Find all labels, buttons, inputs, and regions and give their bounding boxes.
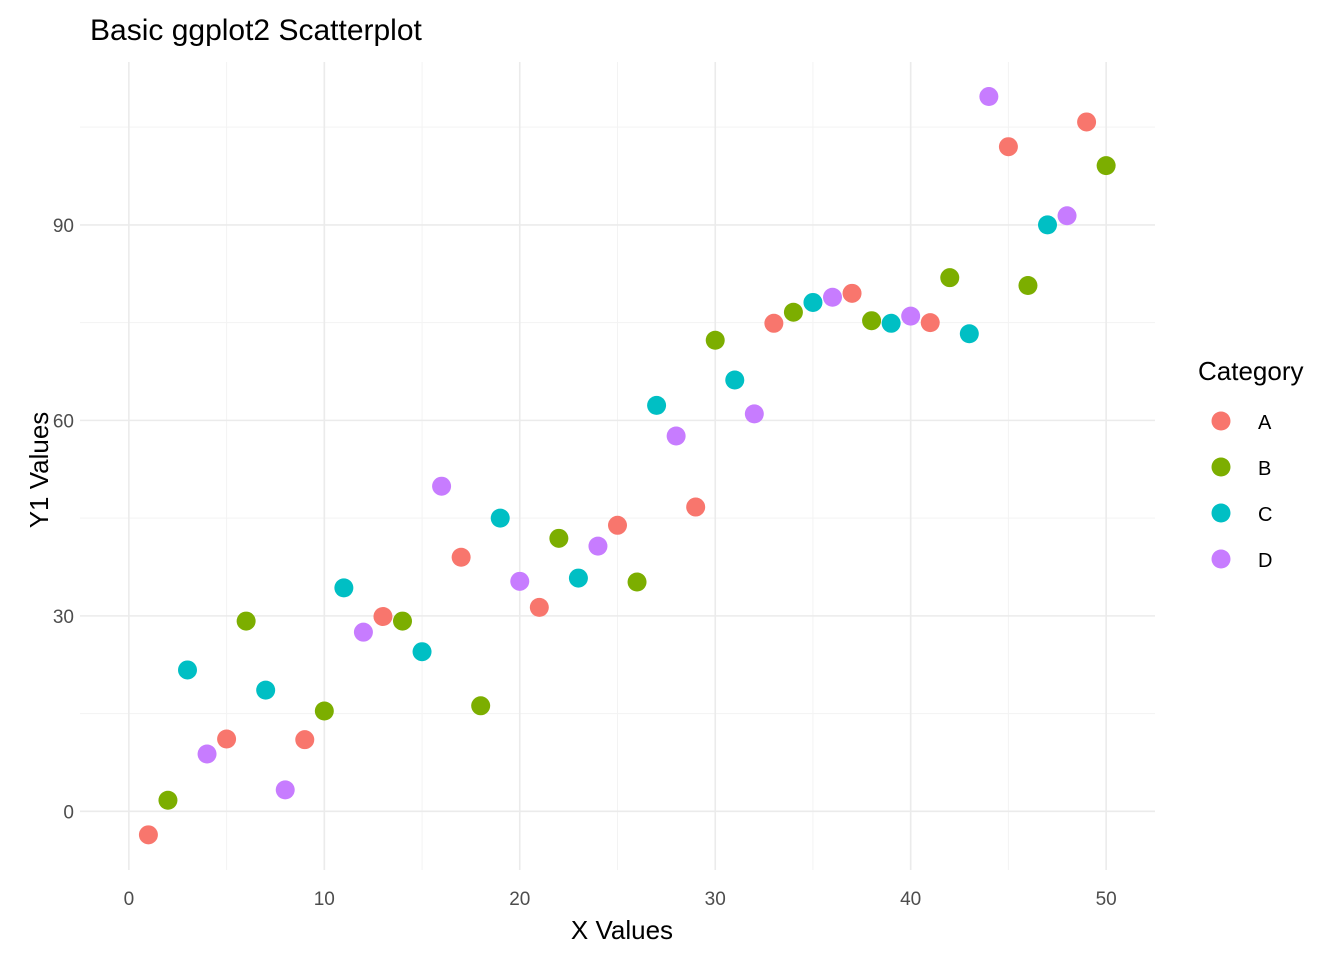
data-point-a: [764, 313, 784, 333]
data-point-a: [451, 547, 471, 567]
y-tick-label: 90: [53, 216, 74, 237]
data-point-c: [490, 508, 510, 528]
legend-label-a: A: [1258, 412, 1272, 434]
data-point-a: [138, 825, 158, 845]
data-point-d: [901, 306, 921, 326]
data-point-d: [197, 744, 217, 764]
data-point-d: [1057, 206, 1077, 226]
legend-title: Category: [1198, 356, 1304, 386]
data-point-b: [549, 528, 569, 548]
data-point-d: [275, 780, 295, 800]
chart-title: Basic ggplot2 Scatterplot: [90, 14, 423, 47]
legend-label-d: D: [1258, 550, 1272, 572]
legend: Category A B C D: [1198, 356, 1304, 572]
x-tick-label: 40: [900, 889, 921, 910]
x-tick-label: 50: [1096, 889, 1117, 910]
data-point-c: [412, 642, 432, 662]
y-axis-title: Y1 Values: [24, 412, 54, 529]
data-point-b: [236, 611, 256, 631]
data-point-c: [568, 568, 588, 588]
data-point-a: [842, 283, 862, 303]
data-point-c: [647, 395, 667, 415]
x-tick-label: 20: [509, 889, 530, 910]
x-tick-label: 0: [124, 889, 135, 910]
grid: [80, 62, 1155, 870]
data-point-d: [353, 622, 373, 642]
data-point-c: [959, 324, 979, 344]
y-axis-tick-labels: 0 30 60 90: [53, 216, 74, 823]
legend-key-d: [1211, 549, 1231, 569]
legend-key-c: [1211, 503, 1231, 523]
legend-label-b: B: [1258, 458, 1271, 480]
data-point-b: [940, 268, 960, 288]
data-point-c: [256, 680, 276, 700]
legend-key-a: [1211, 411, 1231, 431]
data-point-d: [432, 476, 452, 496]
data-point-c: [725, 370, 745, 390]
data-point-a: [608, 515, 627, 535]
x-tick-label: 10: [314, 889, 335, 910]
data-point-b: [1018, 276, 1038, 296]
data-point-a: [920, 313, 940, 333]
data-point-d: [510, 571, 530, 591]
x-tick-label: 30: [705, 889, 726, 910]
data-point-b: [705, 330, 725, 350]
data-point-a: [529, 597, 549, 617]
data-point-c: [881, 313, 901, 333]
data-point-d: [588, 536, 608, 556]
data-point-b: [314, 701, 334, 721]
data-points: [138, 87, 1116, 845]
data-point-b: [783, 302, 803, 322]
data-point-d: [666, 426, 686, 446]
data-point-a: [295, 730, 315, 750]
data-point-c: [803, 292, 823, 312]
data-point-a: [998, 137, 1018, 157]
data-point-b: [471, 696, 491, 716]
data-point-b: [627, 572, 647, 592]
legend-key-b: [1211, 457, 1231, 477]
y-tick-label: 0: [63, 802, 74, 823]
data-point-a: [373, 607, 393, 627]
data-point-b: [393, 611, 412, 631]
data-point-a: [1077, 112, 1097, 132]
data-point-b: [862, 311, 882, 331]
data-point-c: [178, 660, 197, 680]
data-point-c: [334, 578, 354, 598]
data-point-a: [217, 729, 237, 749]
data-point-b: [1096, 156, 1116, 176]
data-point-a: [686, 497, 706, 517]
legend-label-c: C: [1258, 504, 1272, 526]
data-point-d: [823, 287, 842, 307]
y-tick-label: 30: [53, 607, 74, 628]
data-point-d: [979, 87, 999, 107]
y-tick-label: 60: [53, 411, 74, 432]
data-point-b: [158, 790, 178, 810]
data-point-d: [744, 404, 764, 424]
x-axis-tick-labels: 0 10 20 30 40 50: [124, 889, 1117, 910]
data-point-c: [1038, 215, 1057, 235]
x-axis-title: X Values: [571, 915, 673, 945]
